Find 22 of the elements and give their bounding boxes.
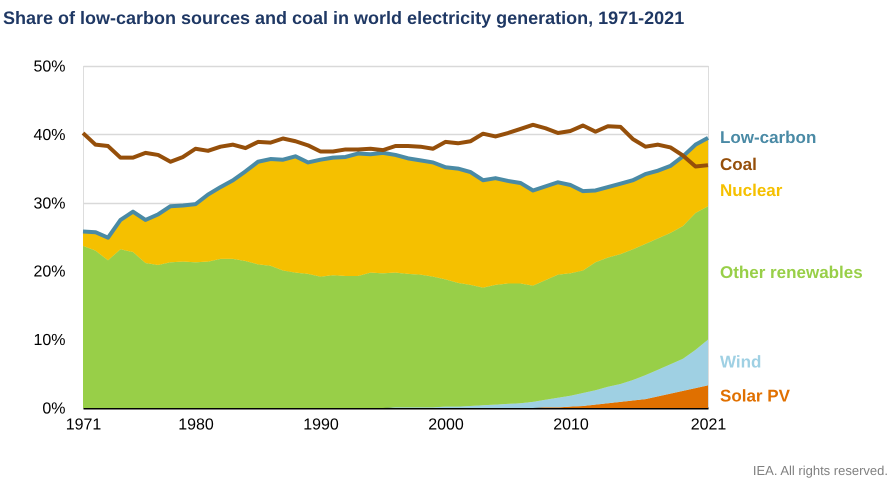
line-series: [81, 136, 710, 240]
series-label: Low-carbon: [720, 128, 816, 147]
series-label: Coal: [720, 155, 757, 174]
y-tick-label: 0%: [42, 400, 66, 418]
y-tick-label: 20%: [33, 264, 66, 281]
line-series: [81, 122, 710, 169]
y-tick-label: 30%: [33, 195, 66, 212]
y-tick-label: 40%: [33, 126, 66, 144]
x-tick-label: 1971: [66, 416, 102, 434]
text: IEA. All rights reserved.: [752, 463, 888, 478]
x-tick-label: 2021: [690, 416, 726, 434]
series-label: Solar PV: [720, 386, 791, 406]
x-tick-label: 1990: [303, 416, 339, 434]
series-label: Nuclear: [720, 181, 783, 200]
x-tick-label: 2000: [428, 416, 464, 434]
series-label: Other renewables: [720, 262, 863, 282]
chart-title: Share of low-carbon sources and coal in world electricity generation, 1971-2021: [2, 8, 684, 28]
y-tick-label: 10%: [33, 332, 66, 350]
y-tick-label: 50%: [33, 58, 66, 76]
x-tick-label: 2010: [553, 416, 589, 434]
x-tick-label: 1980: [178, 416, 214, 434]
series-label: Wind: [720, 352, 762, 372]
